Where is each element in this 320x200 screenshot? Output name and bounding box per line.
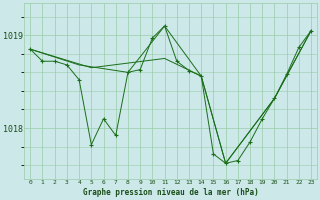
- X-axis label: Graphe pression niveau de la mer (hPa): Graphe pression niveau de la mer (hPa): [83, 188, 259, 197]
